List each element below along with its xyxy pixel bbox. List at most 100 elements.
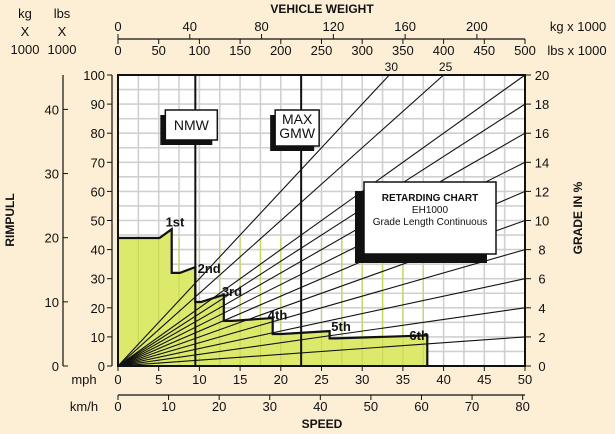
chart-subtitle: EH1000 (412, 205, 449, 216)
retarding-curve (118, 227, 429, 366)
left-axis-title: RIMPULL (3, 193, 17, 246)
gear-label-4th: 4th (268, 307, 288, 322)
left-lbs-tick-label: 60 (91, 184, 105, 199)
bottom-mph-tick-label: 0 (114, 372, 121, 387)
top-kg-tick-label: 120 (322, 19, 344, 34)
top-kg-tick-label: 0 (114, 19, 121, 34)
grade-line-30 (117, 74, 390, 367)
grade-line-4 (117, 307, 526, 367)
left-lbs-tick-label: 20 (91, 301, 105, 316)
right-grade-tick-label: 14 (535, 155, 549, 170)
grade-line-8 (117, 249, 526, 367)
top-lbs-stack-label: X (58, 24, 67, 39)
left-kg-tick-label: 20 (45, 231, 59, 246)
grade-lines: 30 25 (117, 60, 526, 367)
top-kg-stack-label: kg (18, 6, 32, 21)
title-box (363, 181, 497, 255)
right-grade-tick-label: 4 (538, 301, 545, 316)
grade-line-6 (117, 278, 526, 367)
left-lbs-tick-label: 70 (91, 155, 105, 170)
top-kg-stack-label: X (21, 24, 30, 39)
top-lbs-tick-label: 100 (189, 43, 211, 58)
left-kg-tick-label: 30 (45, 167, 59, 182)
left-lbs-tick-label: 0 (98, 359, 105, 374)
top-lbs-unit: lbs x 1000 (547, 43, 606, 58)
right-grade-tick-label: 2 (538, 330, 545, 345)
bottom-mph-tick-label: 15 (233, 372, 247, 387)
retarding-curve-line (118, 227, 429, 366)
bottom-kmh-tick-label: 50 (364, 399, 378, 414)
top-kg-tick-label: 80 (254, 19, 268, 34)
left-lbs-tick-label: 100 (83, 68, 105, 83)
bottom-mph-label: mph (71, 372, 96, 387)
top-lbs-tick-label: 350 (392, 43, 414, 58)
top-lbs-tick-label: 150 (229, 43, 251, 58)
bottom-kmh-tick-label: 40 (313, 399, 327, 414)
right-grade-tick-label: 10 (535, 214, 549, 229)
bottom-mph-tick-label: 45 (477, 372, 491, 387)
grade-line-18 (117, 103, 526, 367)
right-grade-tick-label: 0 (538, 359, 545, 374)
top-kg-tick-label: 40 (183, 19, 197, 34)
top-kg-stack-label: 1000 (11, 42, 40, 57)
top-lbs-tick-label: 500 (514, 43, 536, 58)
top-kg-unit: kg x 1000 (550, 19, 606, 34)
grade-label-25: 25 (439, 60, 453, 74)
bottom-mph-tick-label: 5 (155, 372, 162, 387)
top-kg-tick-label: 160 (394, 19, 416, 34)
gear-label-2nd: 2nd (198, 261, 221, 276)
axes (62, 34, 531, 400)
right-grade-tick-label: 18 (535, 97, 549, 112)
left-kg-tick-label: 40 (45, 102, 59, 117)
top-lbs-tick-label: 50 (151, 43, 165, 58)
bottom-kmh-tick-label: 70 (465, 399, 479, 414)
right-grade-tick-label: 20 (535, 68, 549, 83)
left-lbs-tick-label: 80 (91, 126, 105, 141)
bottom-kmh-label: km/h (70, 399, 98, 414)
gear-label-6th: 6th (409, 328, 429, 343)
bottom-mph-tick-label: 30 (355, 372, 369, 387)
grade-line-20 (117, 74, 526, 367)
right-axis-title: GRADE IN % (571, 181, 585, 254)
right-grade-tick-label: 12 (535, 184, 549, 199)
chart-note: Grade Length Continuous (373, 217, 488, 228)
top-axis-title: VEHICLE WEIGHT (270, 2, 374, 16)
weight-marker-box (164, 109, 219, 141)
bottom-kmh-tick-label: 60 (414, 399, 428, 414)
top-lbs-stack-label: lbs (54, 6, 71, 21)
bottom-kmh-tick-label: 0 (114, 399, 121, 414)
bottom-mph-tick-label: 35 (396, 372, 410, 387)
bottom-axis-title: SPEED (302, 417, 343, 431)
left-lbs-tick-label: 90 (91, 97, 105, 112)
left-lbs-tick-label: 30 (91, 272, 105, 287)
bottom-mph-tick-label: 50 (518, 372, 532, 387)
right-grade-tick-label: 16 (535, 126, 549, 141)
left-lbs-tick-label: 10 (91, 330, 105, 345)
gear-label-5th: 5th (331, 319, 351, 334)
bottom-kmh-tick-label: 10 (161, 399, 175, 414)
gear-label-3rd: 3rd (222, 284, 242, 299)
gear-label-1st: 1st (166, 214, 185, 229)
bottom-mph-tick-label: 20 (274, 372, 288, 387)
weight-marker-box (274, 109, 320, 147)
top-lbs-tick-label: 0 (114, 43, 121, 58)
weight-marker-label: GMW (279, 125, 316, 141)
left-kg-tick-label: 0 (52, 359, 59, 374)
left-lbs-tick-label: 40 (91, 243, 105, 258)
bottom-mph-tick-label: 40 (436, 372, 450, 387)
top-kg-tick-label: 200 (466, 19, 488, 34)
right-grade-tick-label: 6 (538, 272, 545, 287)
top-lbs-tick-label: 450 (473, 43, 495, 58)
top-lbs-tick-label: 200 (270, 43, 292, 58)
top-lbs-tick-label: 250 (311, 43, 333, 58)
left-lbs-tick-label: 50 (91, 214, 105, 229)
grade-line-25 (117, 74, 444, 367)
bottom-kmh-tick-label: 30 (263, 399, 277, 414)
grade-label-30: 30 (385, 60, 399, 74)
